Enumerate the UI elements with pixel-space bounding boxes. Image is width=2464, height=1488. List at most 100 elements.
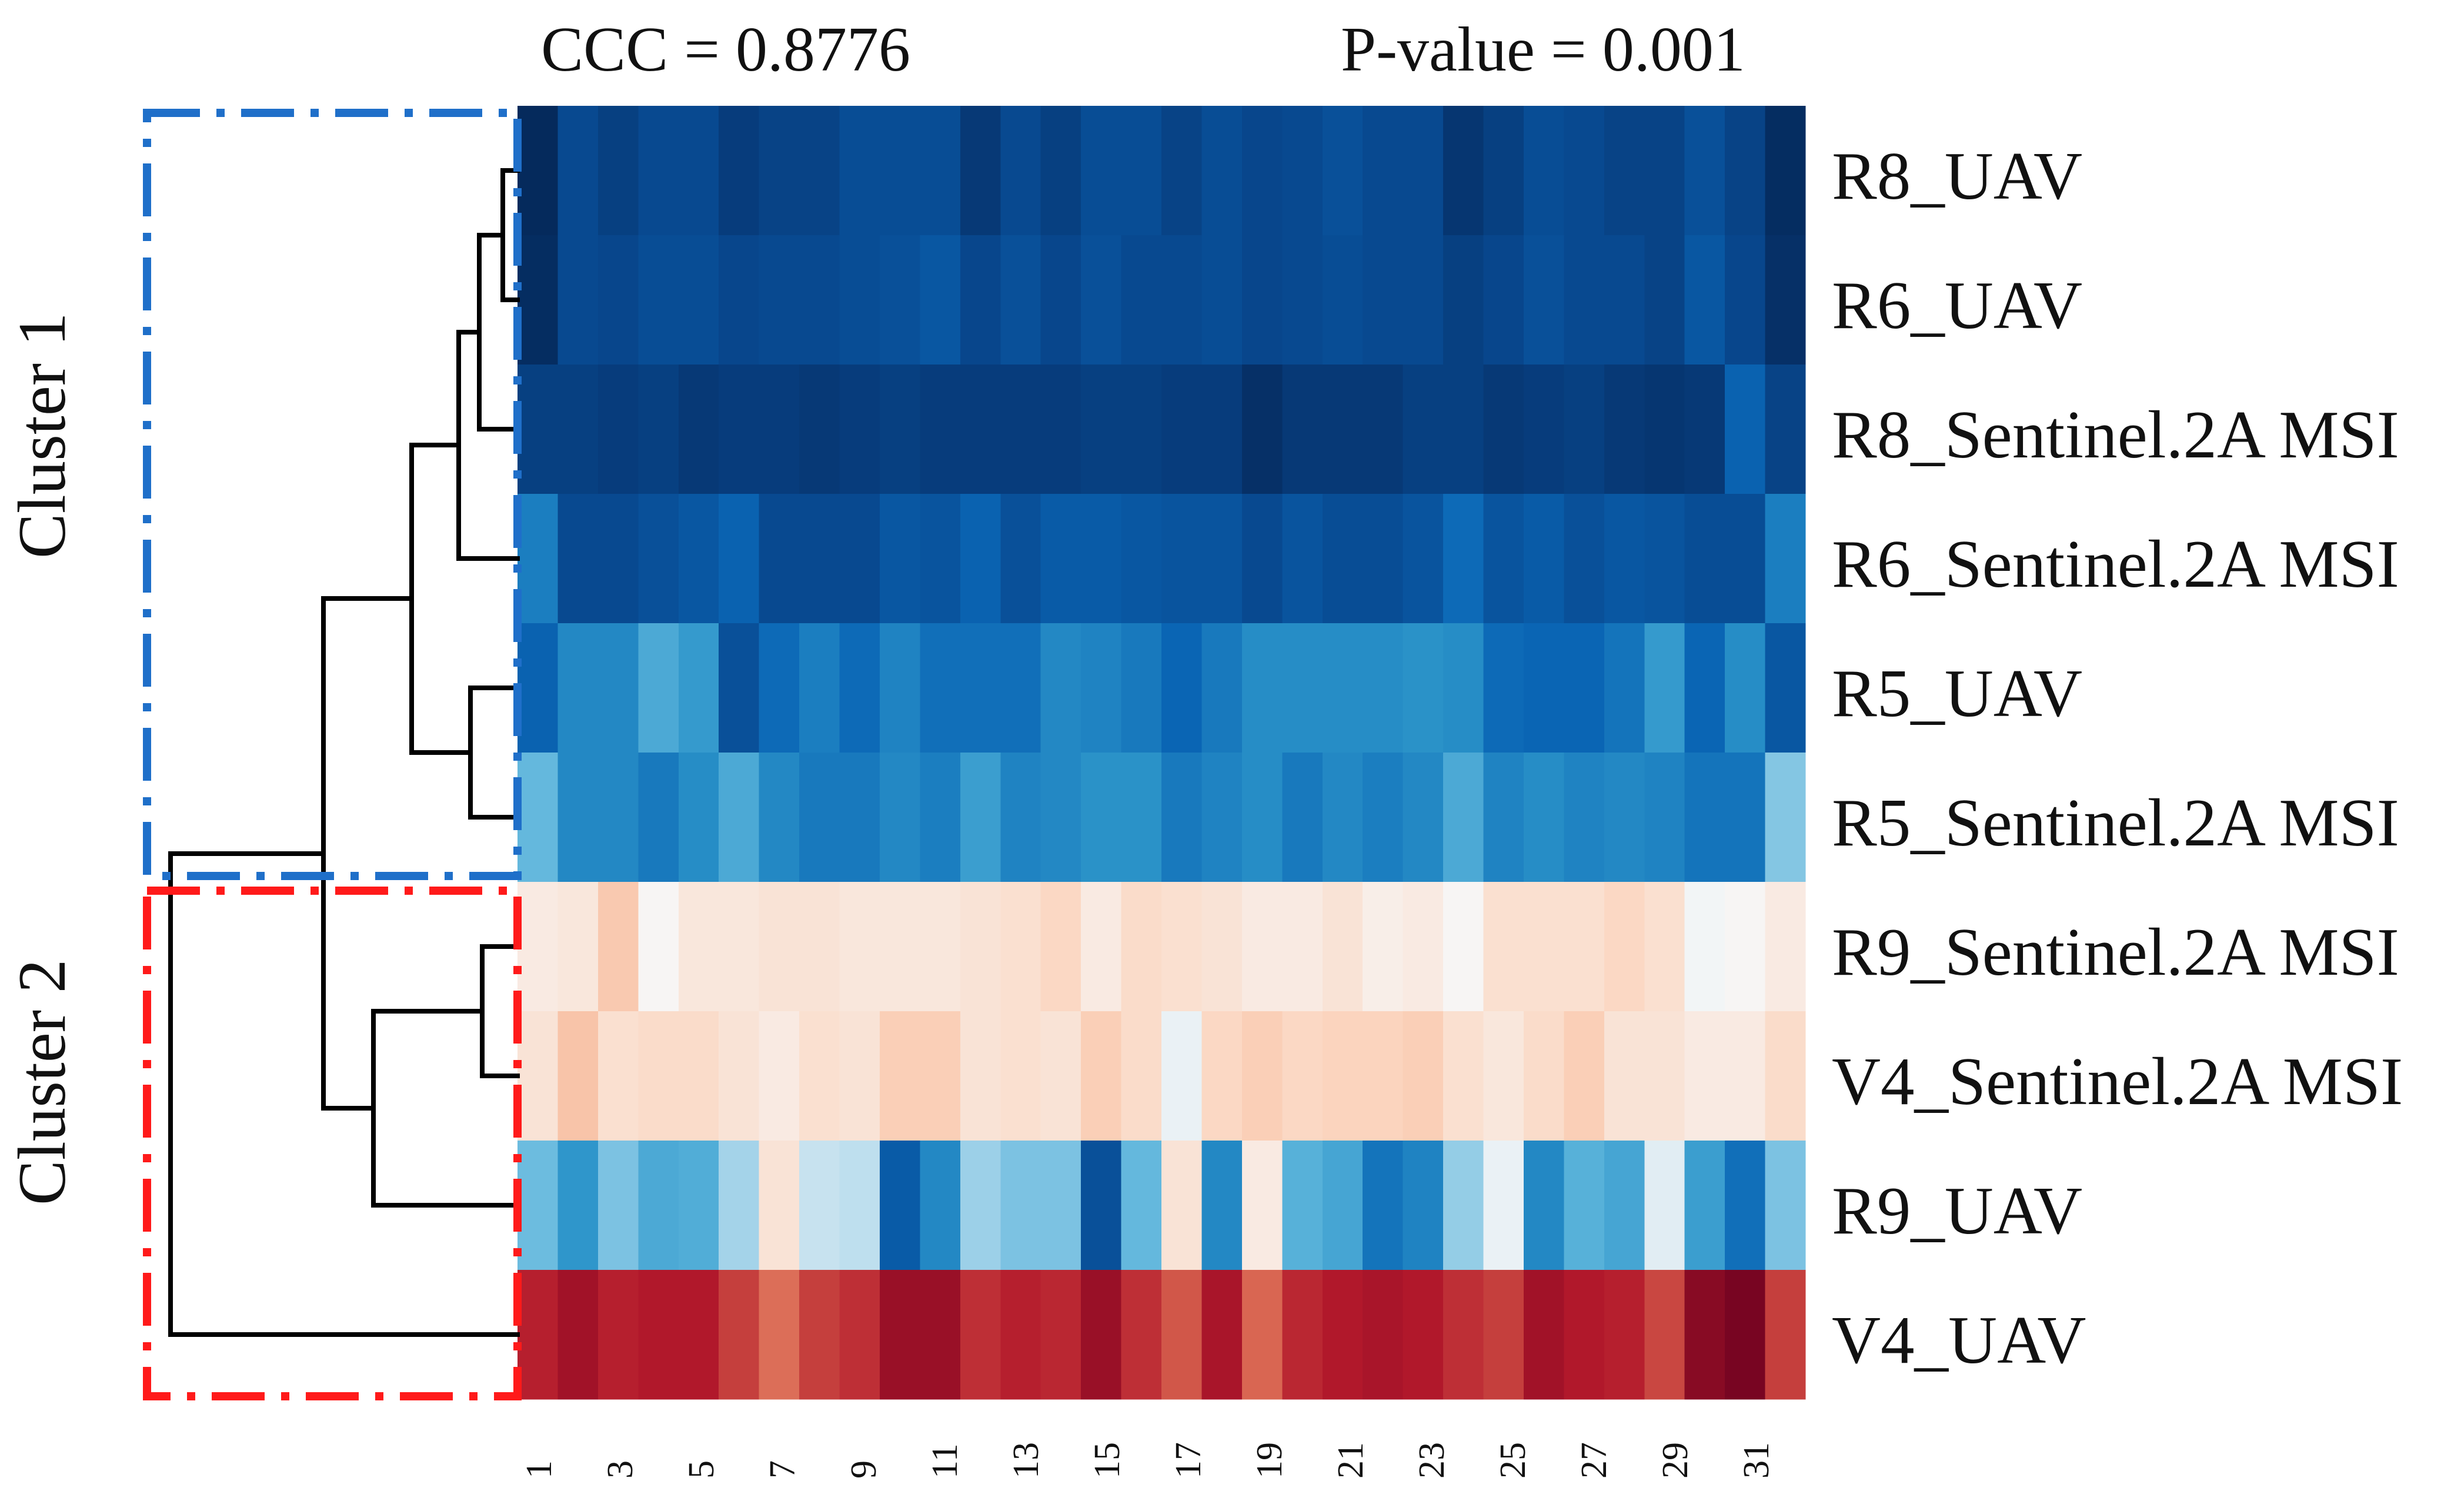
heatmap-cell — [1363, 235, 1404, 365]
heatmap-cell — [799, 235, 840, 365]
heatmap-cell — [1483, 753, 1524, 882]
heatmap-cell — [1604, 753, 1645, 882]
row-dendrogram — [168, 168, 520, 1337]
heatmap-cell — [1523, 882, 1564, 1012]
heatmap-cell — [719, 1141, 760, 1270]
heatmap-cell — [1765, 106, 1806, 236]
heatmap-cell — [1322, 1141, 1363, 1270]
heatmap-cell — [1765, 365, 1806, 494]
heatmap-cell — [1040, 753, 1081, 882]
dendrogram-branch — [321, 596, 414, 1111]
heatmap-cell — [597, 235, 639, 365]
heatmap-cell — [1644, 106, 1685, 236]
heatmap-cell — [1201, 494, 1243, 624]
heatmap-cell — [920, 235, 961, 365]
heatmap-cell — [1765, 1270, 1806, 1400]
heatmap-cell — [638, 365, 679, 494]
heatmap-cell — [678, 882, 719, 1012]
heatmap-cell — [1241, 882, 1283, 1012]
heatmap-cell — [1443, 623, 1484, 753]
heatmap-cell — [1121, 1141, 1162, 1270]
dendrogram-branch — [456, 330, 520, 561]
heatmap-cell — [1201, 1141, 1243, 1270]
heatmap-cell — [1161, 106, 1203, 236]
heatmap-cell — [1000, 235, 1041, 365]
heatmap-cell — [1604, 882, 1645, 1012]
heatmap-cell — [1684, 753, 1725, 882]
heatmap-cell — [1040, 623, 1081, 753]
heatmap-cell — [1241, 623, 1283, 753]
heatmap-cell — [759, 882, 800, 1012]
heatmap-cell — [1443, 1011, 1484, 1141]
heatmap-cell — [1523, 106, 1564, 236]
heatmap-cell — [1121, 494, 1162, 624]
heatmap-cell — [1604, 1141, 1645, 1270]
row-label: V4_Sentinel.2A MSI — [1832, 1044, 2403, 1119]
heatmap-cell — [879, 623, 920, 753]
heatmap-cell — [1241, 1011, 1283, 1141]
heatmap-cell — [1523, 365, 1564, 494]
heatmap-cell — [1282, 106, 1323, 236]
heatmap-cell — [517, 106, 559, 236]
heatmap-cell — [1040, 494, 1081, 624]
heatmap-cell — [638, 1270, 679, 1400]
heatmap-cell — [719, 1270, 760, 1400]
heatmap-cell — [719, 494, 760, 624]
heatmap-cell — [1121, 882, 1162, 1012]
heatmap-cell — [799, 1011, 840, 1141]
heatmap-cell — [1684, 494, 1725, 624]
heatmap-cell — [799, 365, 840, 494]
heatmap-cell — [839, 623, 880, 753]
heatmap-cell — [1282, 1141, 1323, 1270]
heatmap-cell — [1201, 1011, 1243, 1141]
heatmap-cell — [759, 623, 800, 753]
heatmap-cell — [638, 623, 679, 753]
heatmap-cell — [839, 1270, 880, 1400]
heatmap-cell — [839, 365, 880, 494]
heatmap-cell — [1241, 106, 1283, 236]
heatmap-cell — [1000, 1011, 1041, 1141]
heatmap-cell — [759, 753, 800, 882]
heatmap-cell — [879, 365, 920, 494]
heatmap-cell — [1564, 623, 1605, 753]
heatmap-cell — [960, 1011, 1001, 1141]
heatmap-cell — [839, 882, 880, 1012]
heatmap-cell — [1282, 365, 1323, 494]
heatmap-cell — [920, 1270, 961, 1400]
heatmap-cell — [1725, 1270, 1766, 1400]
heatmap-cell — [839, 235, 880, 365]
heatmap-cell — [1201, 106, 1243, 236]
heatmap-cell — [1564, 1141, 1605, 1270]
heatmap-cell — [759, 494, 800, 624]
heatmap-cell — [1322, 106, 1363, 236]
heatmap-cell — [1322, 1011, 1363, 1141]
dendrogram-branch — [409, 443, 473, 755]
heatmap-cell — [1765, 753, 1806, 882]
heatmap-cell — [1564, 882, 1605, 1012]
heatmap-cell — [557, 1141, 599, 1270]
heatmap-cell — [1000, 882, 1041, 1012]
heatmap-cell — [1121, 365, 1162, 494]
heatmap-cell — [1282, 882, 1323, 1012]
heatmap-cell — [1523, 1270, 1564, 1400]
heatmap-cell — [1201, 1270, 1243, 1400]
column-tick-label: 23 — [1412, 1442, 1452, 1479]
heatmap-cell — [799, 106, 840, 236]
row-labels: R8_UAV R6_UAV R8_Sentinel.2A MSI R6_Sent… — [1832, 139, 2403, 1377]
heatmap-cell — [1161, 1270, 1203, 1400]
heatmap-cell — [1725, 753, 1766, 882]
heatmap-cell — [1000, 753, 1041, 882]
heatmap-cell — [1040, 106, 1081, 236]
heatmap-cell — [1201, 882, 1243, 1012]
heatmap-cell — [1684, 623, 1725, 753]
heatmap-cell — [799, 753, 840, 882]
heatmap-cell — [1483, 494, 1524, 624]
heatmap-cell — [920, 753, 961, 882]
heatmap-cell — [1644, 1270, 1685, 1400]
column-tick-label: 21 — [1331, 1442, 1371, 1479]
heatmap-cell — [1322, 623, 1363, 753]
heatmap-cell — [678, 753, 719, 882]
heatmap-cell — [879, 106, 920, 236]
heatmap-cell — [557, 1011, 599, 1141]
heatmap-cell — [1363, 365, 1404, 494]
